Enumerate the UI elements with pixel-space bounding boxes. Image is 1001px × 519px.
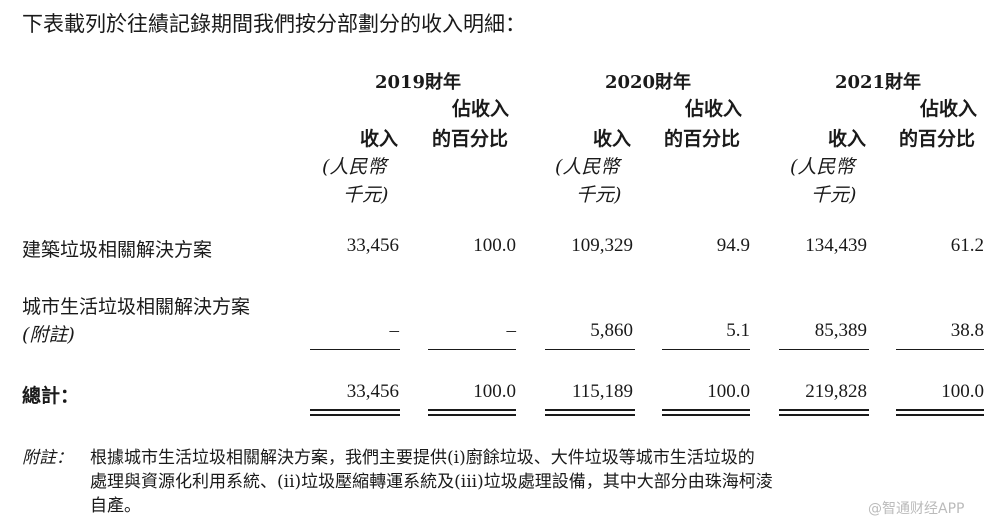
revenue-header: 收入 [828,128,867,150]
pct-header-line1: 佔收入 [920,98,978,120]
row-label: 城市生活垃圾相關解決方案 [22,296,251,318]
unit-header-line1: (人民幣 [790,156,855,178]
unit-header-line2: 千元) [576,184,622,206]
table-cell: 5,860 [590,320,633,341]
subtotal-rule [310,349,400,350]
table-cell: 38.8 [950,320,984,341]
subtotal-rule [662,349,750,350]
total-double-rule [662,409,750,416]
row-label-note: (附註) [22,324,75,346]
subtotal-rule [428,349,516,350]
table-cell: 134,439 [805,235,867,256]
revenue-header: 收入 [593,128,632,150]
year-header-2021: 2021財年 [834,72,922,93]
intro-text: 下表載列於往績記錄期間我們按分部劃分的收入明細： [22,12,526,36]
total-cell: 33,456 [346,381,399,402]
total-cell: 100.0 [941,381,984,402]
table-cell: 109,329 [571,235,633,256]
total-cell: 115,189 [571,381,633,402]
year-header-2020: 2020財年 [604,72,692,93]
table-cell: – [506,320,517,341]
note-line: 處理與資源化利用系統、(ii)垃圾壓縮轉運系統及(iii)垃圾處理設備，其中大部… [90,472,773,492]
pct-header-line1: 佔收入 [685,98,743,120]
unit-header-line1: (人民幣 [322,156,387,178]
watermark: @智通财经APP [868,501,965,517]
note-line: 自產。 [90,496,141,516]
table-cell: 100.0 [473,235,516,256]
total-double-rule [310,409,400,416]
subtotal-rule [896,349,984,350]
table-cell: 61.2 [950,235,984,256]
unit-header-line2: 千元) [343,184,389,206]
table-cell: 94.9 [716,235,750,256]
total-cell: 100.0 [707,381,750,402]
year-header-2019: 2019財年 [374,72,462,93]
subtotal-rule [545,349,635,350]
table-cell: 85,389 [814,320,867,341]
table-cell: – [389,320,400,341]
total-cell: 100.0 [473,381,516,402]
total-double-rule [896,409,984,416]
total-label: 總計： [22,385,80,407]
total-double-rule [428,409,516,416]
unit-header-line2: 千元) [811,184,857,206]
note-tag: 附註： [22,448,73,468]
total-double-rule [545,409,635,416]
total-cell: 219,828 [805,381,867,402]
pct-header-line2: 的百分比 [432,128,509,150]
table-cell: 5.1 [726,320,750,341]
revenue-header: 收入 [360,128,399,150]
row-label: 建築垃圾相關解決方案 [22,239,213,261]
total-double-rule [779,409,869,416]
unit-header-line1: (人民幣 [555,156,620,178]
pct-header-line1: 佔收入 [452,98,510,120]
note-line: 根據城市生活垃圾相關解決方案，我們主要提供(i)廚餘垃圾、大件垃圾等城市生活垃圾… [90,448,755,468]
pct-header-line2: 的百分比 [899,128,976,150]
subtotal-rule [779,349,869,350]
table-cell: 33,456 [346,235,399,256]
pct-header-line2: 的百分比 [664,128,741,150]
